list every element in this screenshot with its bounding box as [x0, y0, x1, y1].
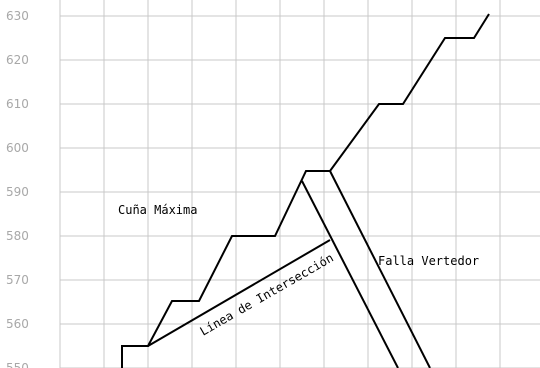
y-tick-label: 620 — [6, 53, 29, 67]
vertical-gridlines — [59, 0, 501, 368]
wedge-label: Cuña Máxima — [118, 203, 197, 217]
y-tick-labels: 630 620 610 600 590 580 570 560 550 — [6, 9, 29, 368]
y-tick-label: 600 — [6, 141, 29, 155]
y-tick-label: 550 — [6, 361, 29, 368]
fault-label: Falla Vertedor — [378, 254, 479, 268]
y-tick-label: 610 — [6, 97, 29, 111]
y-tick-label: 630 — [6, 9, 29, 23]
wedge-failure-line — [147, 239, 331, 347]
y-tick-label: 560 — [6, 317, 29, 331]
horizontal-gridlines — [60, 15, 540, 368]
terrain-profile — [121, 13, 490, 368]
y-tick-label: 580 — [6, 229, 29, 243]
y-tick-label: 570 — [6, 273, 29, 287]
y-tick-label: 590 — [6, 185, 29, 199]
wedge-back-plane — [301, 180, 399, 368]
fault-band-front — [329, 170, 431, 368]
